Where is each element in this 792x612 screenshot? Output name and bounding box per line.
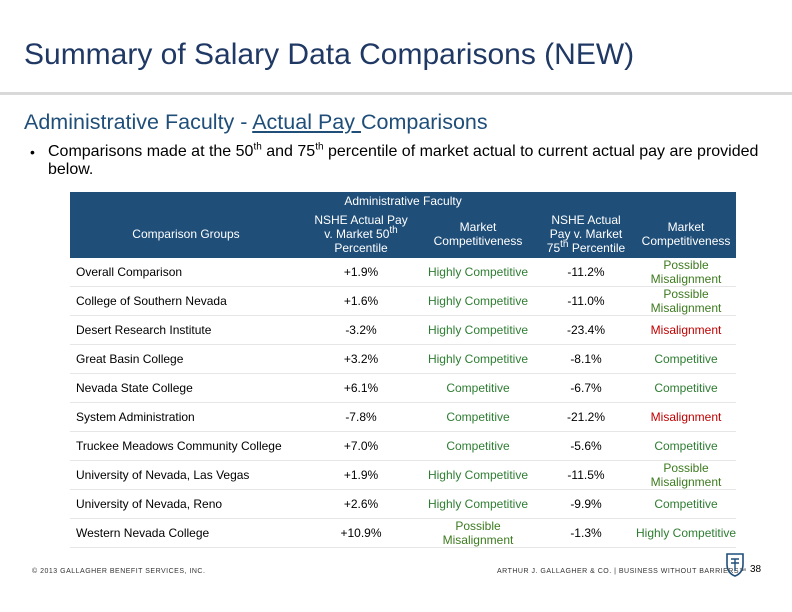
subtitle-prefix: Administrative Faculty - (24, 110, 253, 134)
row-pay-50th: +10.9% (302, 518, 420, 548)
bullet-text-part1: Comparisons made at the 50 (48, 143, 254, 160)
row-pay-50th: +3.2% (302, 344, 420, 374)
section-subtitle: Administrative Faculty - Actual Pay Comp… (24, 110, 488, 135)
table-row: College of Southern Nevada +1.6% Highly Co… (70, 286, 737, 316)
row-pay-75th: -11.5% (536, 460, 636, 490)
row-group-name: Nevada State College (70, 373, 302, 403)
row-group-name: Overall Comparison (70, 258, 302, 287)
subtitle-underlined: Actual Pay (252, 110, 361, 134)
row-competitiveness-75th: Competitive (636, 489, 737, 519)
row-pay-50th: +1.9% (302, 460, 420, 490)
row-competitiveness-50th: Highly Competitive (420, 489, 536, 519)
bullet-text-part3: percentile of market actual to current a… (48, 143, 759, 178)
row-competitiveness-50th: Highly Competitive (420, 286, 536, 316)
table-row: Nevada State College +6.1% Competitive -6.7… (70, 373, 737, 403)
gallagher-logo-icon (726, 553, 744, 577)
table-row: Overall Comparison +1.9% Highly Competitiv… (70, 258, 737, 287)
row-competitiveness-50th: Competitive (420, 402, 536, 432)
table-row: Western Nevada College +10.9% Possible Mis… (70, 518, 736, 548)
header-pay-50th: NSHE Actual Pay v. Market 50th Percentile (302, 210, 420, 258)
row-competitiveness-75th: Misalignment (636, 402, 737, 432)
header-competitiveness-50th: Market Competitiveness (420, 210, 536, 258)
row-competitiveness-50th: Highly Competitive (420, 315, 536, 345)
table-row: University of Nevada, Las Vegas +1.9% High… (70, 460, 737, 490)
row-pay-75th: -23.4% (536, 315, 636, 345)
table-row: Desert Research Institute -3.2% Highly Com… (70, 315, 737, 345)
table-row: University of Nevada, Reno +2.6% Highly Co… (70, 489, 737, 519)
row-pay-75th: -9.9% (536, 489, 636, 519)
row-pay-50th: -7.8% (302, 402, 420, 432)
row-competitiveness-75th: Possible Misalignment (636, 258, 737, 287)
row-group-name: University of Nevada, Reno (70, 489, 302, 519)
row-competitiveness-75th: Possible Misalignment (636, 460, 737, 490)
row-competitiveness-50th: Highly Competitive (420, 344, 536, 374)
row-competitiveness-75th: Possible Misalignment (636, 286, 737, 316)
row-competitiveness-75th: Competitive (636, 373, 737, 403)
row-group-name: University of Nevada, Las Vegas (70, 460, 302, 490)
bullet-sup1: th (253, 141, 262, 153)
table-group-header: Administrative Faculty (70, 192, 737, 210)
row-pay-50th: +1.9% (302, 258, 420, 287)
bullet-icon: • (30, 144, 35, 160)
header-competitiveness-75th: Market Competitiveness (636, 210, 737, 258)
bullet-sup2: th (315, 141, 324, 153)
row-competitiveness-50th: Competitive (420, 373, 536, 403)
row-group-name: College of Southern Nevada (70, 286, 302, 316)
table-row: Great Basin College +3.2% Highly Competiti… (70, 344, 737, 374)
salary-comparison-table: Administrative Faculty Comparison Groups… (70, 192, 736, 548)
row-competitiveness-75th: Misalignment (636, 315, 737, 345)
row-competitiveness-50th: Competitive (420, 431, 536, 461)
bullet-text-part2: and 75 (261, 143, 316, 160)
row-pay-75th: -11.0% (536, 286, 636, 316)
title-divider (0, 92, 792, 95)
row-competitiveness-75th: Competitive (636, 431, 737, 461)
subtitle-suffix: Comparisons (360, 110, 488, 134)
bullet-text: Comparisons made at the 50th and 75th pe… (48, 141, 770, 179)
row-group-name: Great Basin College (70, 344, 302, 374)
row-pay-75th: -5.6% (536, 431, 636, 461)
footer-tagline: ARTHUR J. GALLAGHER & CO. | BUSINESS WIT… (497, 568, 747, 575)
row-competitiveness-75th: Highly Competitive (636, 518, 736, 548)
header-pay-75th: NSHE Actual Pay v. Market 75th Percentile (536, 210, 636, 258)
table-body: Overall Comparison +1.9% Highly Competitiv… (70, 258, 736, 548)
header-comparison-groups: Comparison Groups (70, 210, 302, 258)
row-pay-50th: -3.2% (302, 315, 420, 345)
row-pay-50th: +1.6% (302, 286, 420, 316)
row-pay-75th: -1.3% (536, 518, 636, 548)
row-pay-75th: -21.2% (536, 402, 636, 432)
table-group-header-row: Administrative Faculty (70, 192, 737, 210)
row-pay-75th: -8.1% (536, 344, 636, 374)
row-competitiveness-50th: Possible Misalignment (420, 518, 536, 548)
row-pay-50th: +2.6% (302, 489, 420, 519)
row-group-name: Desert Research Institute (70, 315, 302, 345)
row-competitiveness-75th: Competitive (636, 344, 737, 374)
page-number: 38 (750, 564, 762, 575)
row-pay-75th: -11.2% (536, 258, 636, 287)
row-pay-75th: -6.7% (536, 373, 636, 403)
row-competitiveness-50th: Highly Competitive (420, 258, 536, 287)
row-competitiveness-50th: Highly Competitive (420, 460, 536, 490)
footer-copyright: © 2013 GALLAGHER BENEFIT SERVICES, INC. (32, 568, 206, 575)
page-title: Summary of Salary Data Comparisons (NEW) (24, 38, 635, 71)
row-group-name: Truckee Meadows Community College (70, 431, 302, 461)
table-row: Truckee Meadows Community College +7.0% Co… (70, 431, 737, 461)
row-group-name: System Administration (70, 402, 302, 432)
table-header-row: Comparison Groups NSHE Actual Pay v. Mark… (70, 210, 737, 258)
row-pay-50th: +6.1% (302, 373, 420, 403)
row-pay-50th: +7.0% (302, 431, 420, 461)
table-row: System Administration -7.8% Competitive -21… (70, 402, 737, 432)
row-group-name: Western Nevada College (70, 518, 302, 548)
